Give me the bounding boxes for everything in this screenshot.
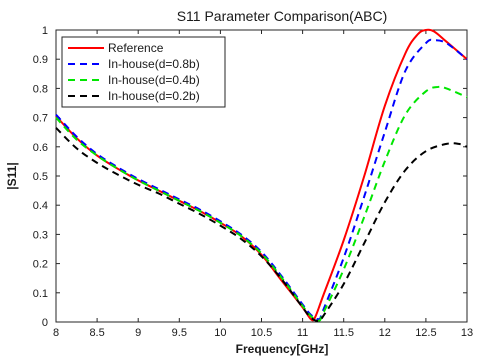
- x-tick-label: 8: [53, 327, 59, 339]
- y-tick-label: 0: [42, 317, 48, 329]
- y-tick-label: 0.9: [33, 54, 48, 66]
- legend-label-in-house-d-0-8b: In-house(d=0.8b): [108, 57, 200, 71]
- series-line-in-house-d-0-4b: [55, 85, 468, 322]
- x-axis-label: Frequency[GHz]: [236, 342, 329, 356]
- x-tick-label: 13: [461, 327, 473, 339]
- x-tick-label: 9: [135, 327, 141, 339]
- series-layer: [55, 28, 468, 323]
- x-axis: 8 8.5 9 9.5 10 10.5 11 11.5 12 12.5 13: [53, 30, 473, 339]
- y-tick-label: 0.5: [33, 171, 48, 183]
- series-line-in-house-d-0-2b: [55, 127, 468, 323]
- x-tick-label: 10: [214, 327, 226, 339]
- y-tick-label: 0.1: [33, 288, 48, 300]
- legend-label-in-house-d-0-4b: In-house(d=0.4b): [108, 73, 200, 87]
- x-tick-label: 12.5: [415, 327, 436, 339]
- y-tick-label: 0.8: [33, 83, 48, 95]
- y-tick-label: 1: [42, 25, 48, 37]
- x-tick-label: 8.5: [89, 327, 104, 339]
- x-tick-label: 10.5: [251, 327, 272, 339]
- y-tick-label: 0.7: [33, 113, 48, 125]
- x-tick-label: 9.5: [172, 327, 187, 339]
- legend-label-reference: Reference: [108, 41, 164, 55]
- y-tick-label: 0.2: [33, 259, 48, 271]
- legend-box: [61, 36, 226, 108]
- x-tick-label: 11: [297, 327, 308, 339]
- y-axis-label: |S11|: [5, 162, 19, 189]
- chart-title: S11 Parameter Comparison(ABC): [177, 8, 388, 24]
- y-tick-label: 0.6: [33, 142, 48, 154]
- legend: Reference In-house(d=0.8b) In-house(d=0.4b…: [61, 36, 226, 108]
- legend-label-in-house-d-0-2b: In-house(d=0.2b): [108, 89, 200, 103]
- y-tick-label: 0.3: [33, 229, 48, 241]
- y-tick-label: 0.4: [33, 200, 48, 212]
- x-tick-label: 11.5: [333, 327, 354, 339]
- x-tick-label: 12: [379, 327, 391, 339]
- y-axis: 0 0.1 0.2 0.3 0.4 0.5 0.6 0.7 0.8 0.9 1: [33, 25, 467, 329]
